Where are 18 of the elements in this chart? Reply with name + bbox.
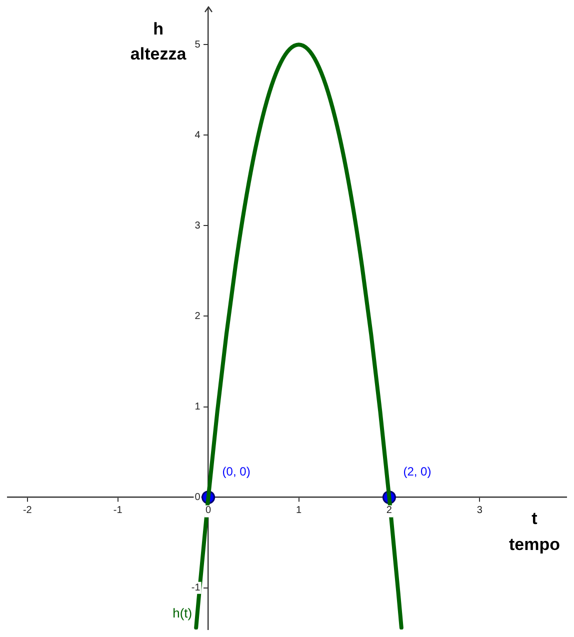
series-label: h(t): [172, 606, 192, 621]
x-tick-label: 2: [386, 505, 392, 516]
x-tick-label: -2: [22, 505, 32, 516]
data-label: (0, 0): [222, 464, 250, 478]
y-tick-label: 1: [194, 402, 201, 413]
y-tick-label: 4: [194, 130, 201, 141]
y-axis-title: h altezza: [130, 20, 187, 64]
y-tick-label: 5: [194, 39, 201, 50]
y-tick-label: -1: [191, 582, 201, 594]
x-tick-label: 3: [476, 505, 483, 516]
data-label: (2, 0): [403, 464, 432, 478]
x-tick-label: -1: [113, 505, 123, 516]
x-tick-label: 1: [296, 505, 302, 516]
y-tick-label: 2: [194, 310, 201, 322]
x-tick-label: 0: [206, 505, 212, 516]
y-tick-label: 3: [194, 220, 201, 232]
y-tick-label: 0: [194, 492, 201, 504]
x-axis-title: t tempo: [509, 509, 560, 554]
